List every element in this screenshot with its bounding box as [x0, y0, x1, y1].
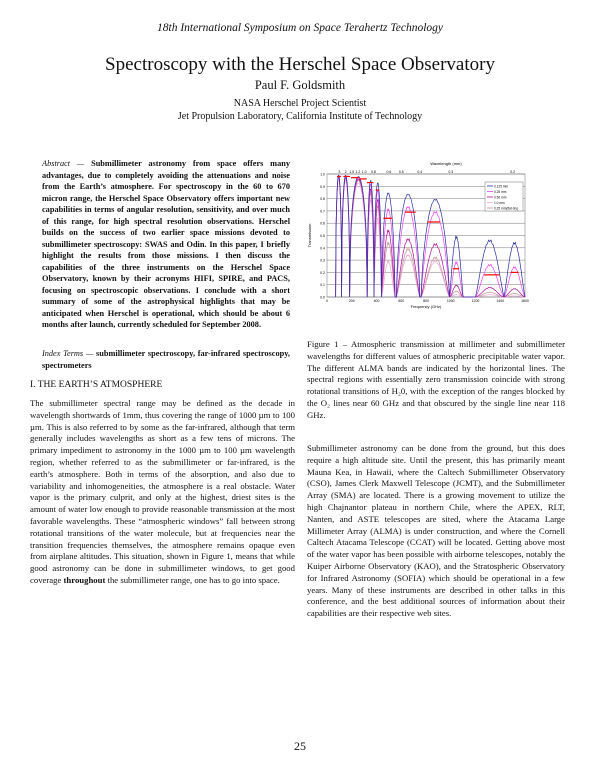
y-tick-label: 1.0: [320, 173, 325, 177]
y-tick-label: 0.9: [320, 185, 325, 189]
y-axis-label: Transmission: [307, 224, 312, 248]
x2-tick-label: 1.0: [362, 170, 367, 174]
y-tick-label: 0.0: [320, 296, 325, 300]
body-left-column: The submillimeter spectral range may be …: [30, 398, 295, 587]
x2-tick-label: 2: [345, 170, 347, 174]
x-tick-label: 1000: [447, 299, 455, 303]
x2-tick-label: 0.8: [371, 170, 376, 174]
paragraph: The submillimeter spectral range may be …: [30, 398, 295, 585]
index-terms-text: submillimeter spectroscopy, far-infrared…: [42, 349, 290, 370]
y-tick-label: 0.5: [320, 234, 325, 238]
transmission-chart: 0.0 0.1 0.2 0.3 0.4 0.5 0.6 0.7 0.8 0.9 1.0 0 200 400…: [307, 161, 529, 309]
emphasis: throughout: [63, 574, 106, 585]
x2-tick-label: 1.5: [349, 170, 354, 174]
y-tick-label: 0.6: [320, 222, 325, 226]
x-axis-label: Frequency (GHz): [411, 304, 442, 309]
section-heading: I. THE EARTH’S ATMOSPHERE: [30, 380, 163, 390]
y-tick-label: 0.7: [320, 209, 325, 213]
x-tick-label: 0: [326, 299, 328, 303]
x2-tick-label: 0.5: [399, 170, 404, 174]
index-terms-label: Index Terms: [42, 349, 84, 358]
legend-label: 0.125 mm: [494, 184, 509, 188]
abstract: Abstract — Submillimeter astronomy from …: [42, 159, 290, 329]
body-right-column: Submillimeter astronomy can be done from…: [307, 443, 565, 619]
x-tick-label: 1200: [472, 299, 480, 303]
abstract-text: Submillimeter astronomy from space offer…: [42, 159, 290, 329]
affiliation-line: Jet Propulsion Laboratory, California In…: [177, 110, 423, 122]
x-tick-label: 600: [398, 299, 404, 303]
y-tick-label: 0.3: [320, 259, 325, 263]
affiliation-line: NASA Herschel Project Scientist: [233, 98, 367, 109]
index-terms: Index Terms — submillimeter spectroscopy…: [42, 349, 290, 370]
x2-tick-label: 0.2: [510, 170, 515, 174]
x-tick-label: 800: [423, 299, 429, 303]
x2-tick-label: 3: [338, 170, 340, 174]
legend-label: 1.0 mm: [494, 201, 505, 205]
affiliation: NASA Herschel Project Scientist Jet Prop…: [0, 98, 600, 123]
x-tick-label: 400: [374, 299, 380, 303]
paragraph-end: the submillimeter range, one has to go i…: [105, 574, 280, 585]
y-tick-label: 0.2: [320, 271, 325, 275]
page-number: 25: [294, 739, 306, 753]
running-header: 18th International Symposium on Space Te…: [157, 22, 443, 34]
legend: [484, 181, 524, 212]
legend-label: 0.25 mm: [494, 190, 507, 194]
y-tick-label: 0.8: [320, 197, 325, 201]
y-tick-label: 0.4: [320, 246, 325, 250]
legend-label: 0.50 mm: [494, 195, 507, 199]
x-tick-label: 200: [349, 299, 355, 303]
x2-tick-label: 0.3: [448, 170, 453, 174]
paper-title: Spectroscopy with the Herschel Space Obs…: [105, 54, 495, 75]
figure-caption: Figure 1 – Atmospheric transmission at m…: [307, 339, 565, 420]
x2-axis-label: Wavelength (mm): [430, 161, 462, 166]
abstract-label: Abstract: [42, 159, 71, 168]
x-tick-label: 1600: [521, 299, 529, 303]
series-line-0-125-mm: [335, 174, 526, 298]
x2-tick-label: 0.4: [417, 170, 422, 174]
x2-tick-label: 1.2: [356, 170, 361, 174]
x-tick-label: 1400: [496, 299, 504, 303]
author: Paul F. Goldsmith: [254, 78, 346, 92]
y-tick-label: 0.1: [320, 283, 325, 287]
legend-label: 0.25 mm(flat dry): [494, 206, 518, 210]
x2-tick-label: 0.6: [386, 170, 391, 174]
